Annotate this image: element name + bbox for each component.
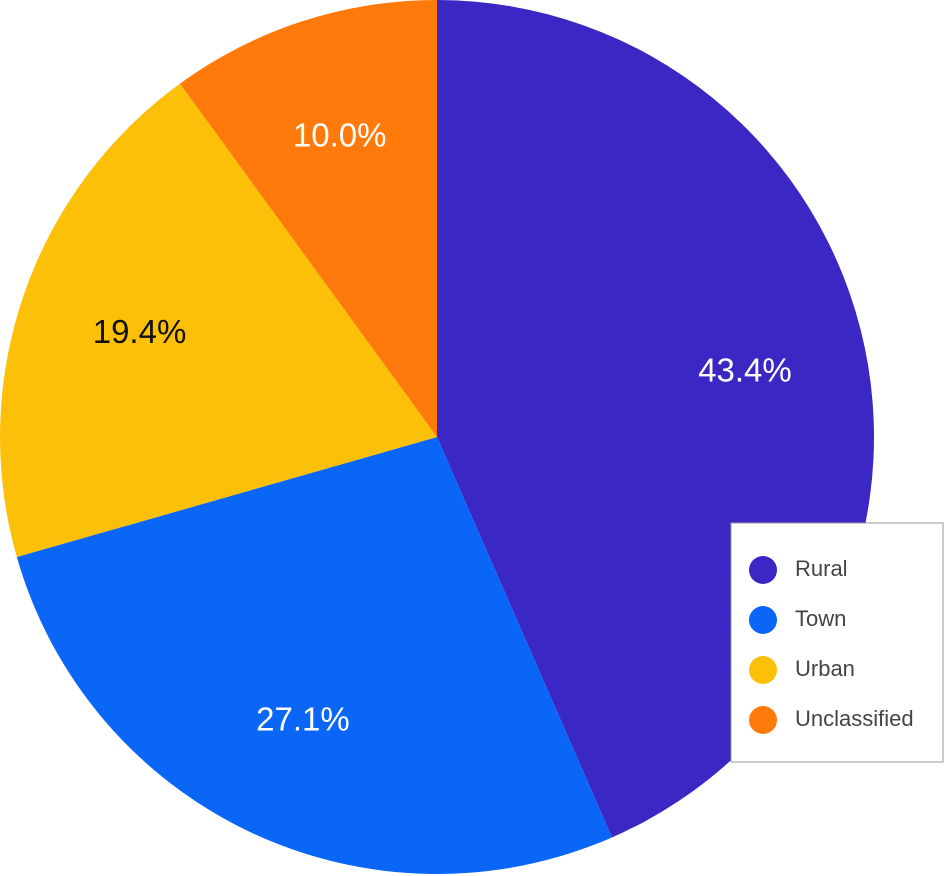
legend-swatch [749,656,777,684]
legend-label: Rural [795,556,848,581]
legend-swatch [749,606,777,634]
pie-slice [0,83,438,558]
legend-label: Unclassified [795,706,914,731]
legend-swatch [749,556,777,584]
value-label: 43.4% [698,351,792,388]
pie-slice [179,0,438,437]
legend-label: Town [795,606,846,631]
value-label: 27.1% [256,700,350,737]
legend-label: Urban [795,656,855,681]
value-label: 10.0% [293,117,387,154]
legend-swatch [749,706,777,734]
value-label: 19.4% [93,313,187,350]
pie-slice [16,437,612,874]
